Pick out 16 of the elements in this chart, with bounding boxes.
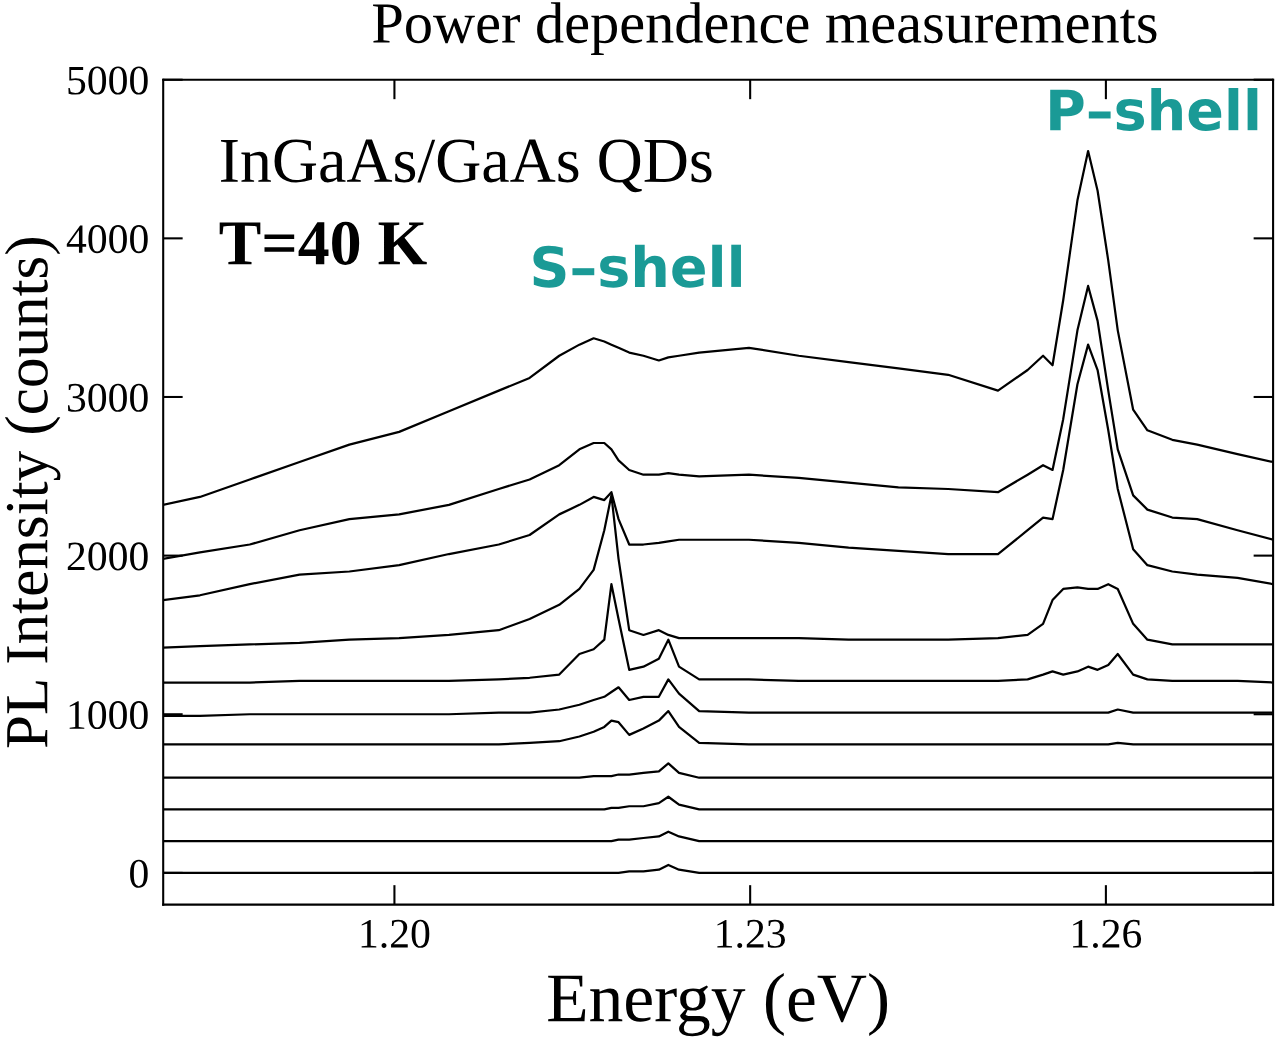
x-tick-label: 1.23 bbox=[717, 919, 785, 949]
annotation: S–shell bbox=[533, 244, 741, 288]
y-tick-label: 0 bbox=[130, 859, 148, 888]
annotation: InGaAs/GaAs QDs bbox=[221, 139, 712, 193]
y-axis-title: PL Intensity (counts) bbox=[4, 238, 61, 748]
annotation: P–shell bbox=[1050, 87, 1258, 131]
x-tick-label: 1.26 bbox=[1073, 919, 1142, 949]
y-tick-label: 2000 bbox=[67, 542, 148, 571]
y-tick-label: 1000 bbox=[69, 701, 148, 730]
y-tick-label: 3000 bbox=[67, 383, 148, 412]
x-tick-label: 1.20 bbox=[361, 919, 430, 949]
annotation: T=40 K bbox=[219, 221, 427, 265]
x-axis-title: Energy (eV) bbox=[548, 972, 888, 1037]
y-tick-label: 4000 bbox=[66, 225, 148, 254]
y-tick-label: 5000 bbox=[68, 66, 148, 95]
chart-title: Power dependence measurements bbox=[373, 2, 1157, 56]
